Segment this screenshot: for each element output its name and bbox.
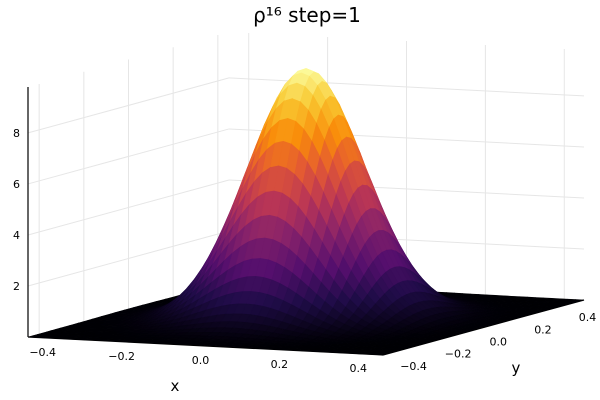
tick-labels: −0.4 −0.2 0.0 0.2 0.4 −0.4 −0.2 0.0 0.2 0.4 2 4 6 8 xyxy=(13,127,596,375)
surface xyxy=(27,68,585,356)
y-axis-label: y xyxy=(512,359,521,377)
x-tick-label: 0.4 xyxy=(350,362,368,375)
x-tick-label: 0.0 xyxy=(192,354,210,367)
y-tick-label: −0.4 xyxy=(400,360,427,373)
y-tick-label: 0.2 xyxy=(534,323,552,336)
z-tick-label: 4 xyxy=(13,229,20,242)
x-tick-label: −0.2 xyxy=(108,350,135,363)
chart-title: ρ¹⁶ step=1 xyxy=(253,3,361,27)
z-tick-label: 2 xyxy=(13,280,20,293)
x-axis-label: x xyxy=(171,377,180,395)
y-tick-label: 0.4 xyxy=(579,311,597,324)
surface-patch xyxy=(374,353,388,356)
y-tick-label: −0.2 xyxy=(445,348,472,361)
x-tick-label: −0.4 xyxy=(29,346,56,359)
x-tick-label: 0.2 xyxy=(271,358,289,371)
z-tick-label: 6 xyxy=(13,178,20,191)
y-tick-label: 0.0 xyxy=(490,336,508,349)
z-tick-label: 8 xyxy=(13,127,20,140)
